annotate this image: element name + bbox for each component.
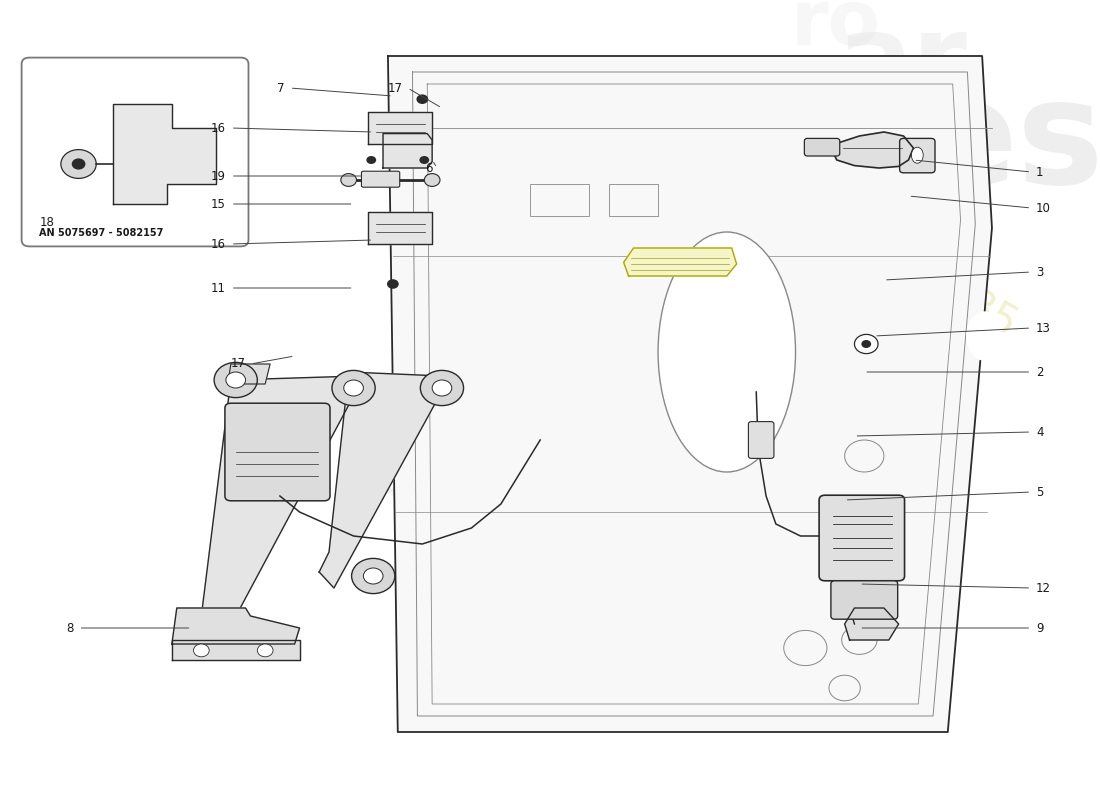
Text: 4: 4 (1036, 426, 1044, 438)
Circle shape (387, 279, 399, 289)
Circle shape (194, 644, 209, 657)
FancyBboxPatch shape (22, 58, 249, 246)
Polygon shape (368, 112, 432, 144)
Polygon shape (388, 56, 992, 732)
Text: 13: 13 (1036, 322, 1050, 334)
Circle shape (214, 362, 257, 398)
Text: 2: 2 (1036, 366, 1044, 378)
Circle shape (432, 380, 452, 396)
Polygon shape (319, 372, 452, 588)
Text: 17: 17 (387, 82, 403, 94)
FancyBboxPatch shape (224, 403, 330, 501)
Text: 10: 10 (1036, 202, 1050, 214)
Text: 9: 9 (1036, 622, 1044, 634)
Text: sp: sp (693, 55, 803, 137)
Circle shape (257, 644, 273, 657)
Polygon shape (368, 212, 432, 244)
Text: eurospar.es: eurospar.es (341, 446, 627, 594)
Text: ro: ro (791, 0, 881, 61)
Circle shape (72, 158, 86, 170)
Circle shape (425, 174, 440, 186)
Polygon shape (172, 640, 299, 660)
Circle shape (417, 94, 428, 104)
Text: 7: 7 (277, 82, 285, 94)
Text: ar: ar (837, 10, 967, 118)
Text: 5: 5 (1036, 486, 1044, 498)
Text: 3: 3 (1036, 266, 1044, 278)
Text: 17: 17 (231, 358, 245, 370)
Polygon shape (833, 132, 913, 168)
FancyBboxPatch shape (830, 581, 898, 619)
Circle shape (341, 174, 356, 186)
Ellipse shape (912, 147, 923, 163)
Text: es: es (920, 74, 1100, 214)
Circle shape (352, 558, 395, 594)
Polygon shape (383, 134, 432, 168)
Text: 16: 16 (211, 238, 226, 250)
FancyBboxPatch shape (900, 138, 935, 173)
Bar (609, 184, 658, 216)
Text: 6: 6 (425, 162, 432, 174)
Polygon shape (845, 608, 899, 640)
Text: 15: 15 (211, 198, 226, 210)
Text: 1985: 1985 (912, 259, 1024, 349)
Text: 8: 8 (66, 622, 74, 634)
Polygon shape (113, 104, 216, 204)
Text: 1: 1 (1036, 166, 1044, 178)
Polygon shape (624, 248, 737, 276)
Polygon shape (172, 608, 299, 644)
FancyBboxPatch shape (804, 138, 839, 156)
Text: 16: 16 (211, 122, 226, 134)
Circle shape (855, 334, 878, 354)
Ellipse shape (658, 232, 795, 472)
Text: AN 5075697 - 5082157: AN 5075697 - 5082157 (40, 228, 164, 238)
Text: 11: 11 (211, 282, 226, 294)
Text: 12: 12 (1036, 582, 1052, 594)
Text: 19: 19 (211, 170, 226, 182)
Circle shape (420, 370, 463, 406)
Circle shape (332, 370, 375, 406)
Ellipse shape (967, 312, 1001, 360)
FancyBboxPatch shape (820, 495, 904, 581)
Circle shape (226, 372, 245, 388)
Circle shape (419, 156, 429, 164)
Polygon shape (191, 376, 368, 644)
Circle shape (861, 340, 871, 348)
Polygon shape (228, 364, 271, 384)
FancyBboxPatch shape (362, 171, 399, 187)
Circle shape (366, 156, 376, 164)
Circle shape (344, 380, 363, 396)
Text: 18: 18 (40, 215, 54, 229)
Bar (530, 184, 590, 216)
Text: a passion for parts since 1985: a passion for parts since 1985 (431, 400, 713, 528)
Circle shape (363, 568, 383, 584)
FancyBboxPatch shape (748, 422, 774, 458)
Circle shape (60, 150, 97, 178)
